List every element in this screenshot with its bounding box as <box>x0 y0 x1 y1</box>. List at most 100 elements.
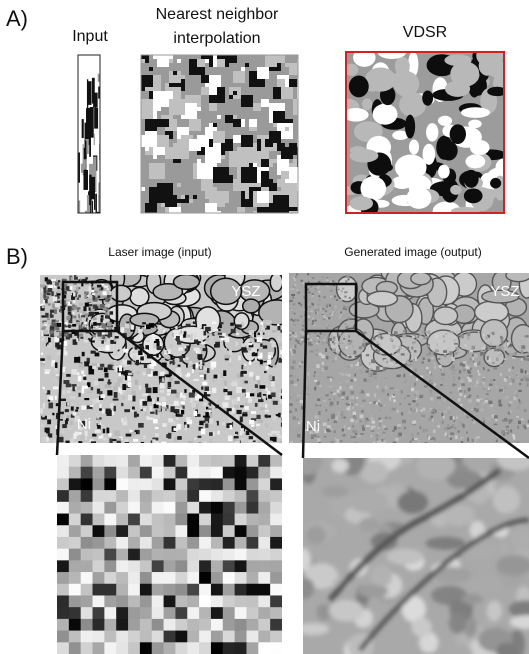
texture-element <box>128 631 140 643</box>
texture-element <box>81 549 93 561</box>
texture-element <box>432 351 434 354</box>
texture-element <box>512 357 516 359</box>
texture-element <box>89 304 93 306</box>
texture-element <box>241 428 244 433</box>
texture-element <box>301 361 303 364</box>
texture-element <box>423 357 425 360</box>
texture-element <box>329 305 331 307</box>
texture-element <box>265 55 277 67</box>
texture-element <box>443 335 445 337</box>
texture-element <box>93 584 105 596</box>
texture-element <box>383 441 386 445</box>
texture-element <box>270 514 282 526</box>
texture-element <box>131 325 134 330</box>
texture-element <box>389 363 393 365</box>
texture-element <box>424 386 428 388</box>
texture-element <box>510 346 513 348</box>
texture-element <box>487 356 489 360</box>
texture-element <box>156 403 161 405</box>
texture-element <box>315 350 319 352</box>
texture-element <box>211 560 223 572</box>
texture-element <box>161 203 165 207</box>
texture-element <box>308 372 310 376</box>
texture-element <box>313 324 315 326</box>
texture-element <box>332 280 334 282</box>
texture-element <box>140 642 152 654</box>
texture-element <box>69 490 81 502</box>
texture-element <box>192 369 194 373</box>
texture-element <box>278 326 281 330</box>
texture-element <box>494 424 498 426</box>
texture-element <box>330 296 332 298</box>
texture-element <box>69 286 72 290</box>
texture-element <box>471 419 473 421</box>
texture-element <box>289 334 291 336</box>
texture-element <box>43 300 45 305</box>
texture-element <box>79 303 83 306</box>
texture-element <box>311 364 314 367</box>
texture-element <box>211 455 223 467</box>
texture-element <box>367 420 370 422</box>
texture-element <box>490 379 493 381</box>
texture-element <box>319 385 322 387</box>
texture-element <box>211 619 223 631</box>
texture-element <box>229 95 233 99</box>
texture-element <box>334 420 337 423</box>
texture-element <box>83 159 86 169</box>
texture-element <box>235 549 247 561</box>
texture-element <box>232 383 238 387</box>
texture-element <box>164 572 176 584</box>
texture-element <box>175 478 187 490</box>
texture-element <box>291 449 323 475</box>
texture-element <box>431 412 434 414</box>
texture-element <box>371 565 392 588</box>
texture-element <box>245 63 249 67</box>
texture-element <box>337 287 339 289</box>
texture-element <box>392 408 396 411</box>
texture-element <box>79 325 81 330</box>
texture-element <box>246 619 258 631</box>
texture-element <box>209 418 213 423</box>
texture-element <box>477 363 480 365</box>
texture-element <box>64 291 67 295</box>
texture-element <box>246 607 258 619</box>
texture-element <box>169 344 173 347</box>
texture-element <box>102 400 104 404</box>
texture-element <box>241 135 253 147</box>
texture-element <box>323 341 325 343</box>
texture-element <box>290 441 293 443</box>
texture-element <box>297 155 313 171</box>
texture-element <box>289 411 292 413</box>
texture-element <box>330 392 332 394</box>
texture-element <box>175 502 187 514</box>
texture-element <box>237 207 245 215</box>
texture-element <box>175 549 187 561</box>
texture-element <box>415 391 418 395</box>
texture-element <box>270 455 282 467</box>
texture-element <box>81 560 93 572</box>
texture-element <box>205 59 209 63</box>
texture-element <box>265 423 269 428</box>
texture-element <box>95 430 101 433</box>
texture-element <box>91 387 93 390</box>
texture-element <box>270 572 282 584</box>
texture-element <box>228 363 232 367</box>
texture-element <box>293 294 295 296</box>
texture-element <box>176 418 179 420</box>
texture-element <box>454 343 458 345</box>
texture-element <box>214 375 218 379</box>
texture-element <box>57 631 69 643</box>
texture-element <box>434 366 436 369</box>
texture-element <box>314 387 316 390</box>
texture-element <box>395 438 399 441</box>
texture-element <box>301 365 304 369</box>
texture-element <box>432 437 435 439</box>
texture-element <box>339 382 341 384</box>
texture-element <box>482 418 484 420</box>
texture-element <box>298 548 310 571</box>
texture-element <box>142 401 147 406</box>
texture-element <box>428 418 431 420</box>
texture-element <box>131 391 135 396</box>
texture-element <box>224 336 229 342</box>
texture-element <box>240 405 244 407</box>
